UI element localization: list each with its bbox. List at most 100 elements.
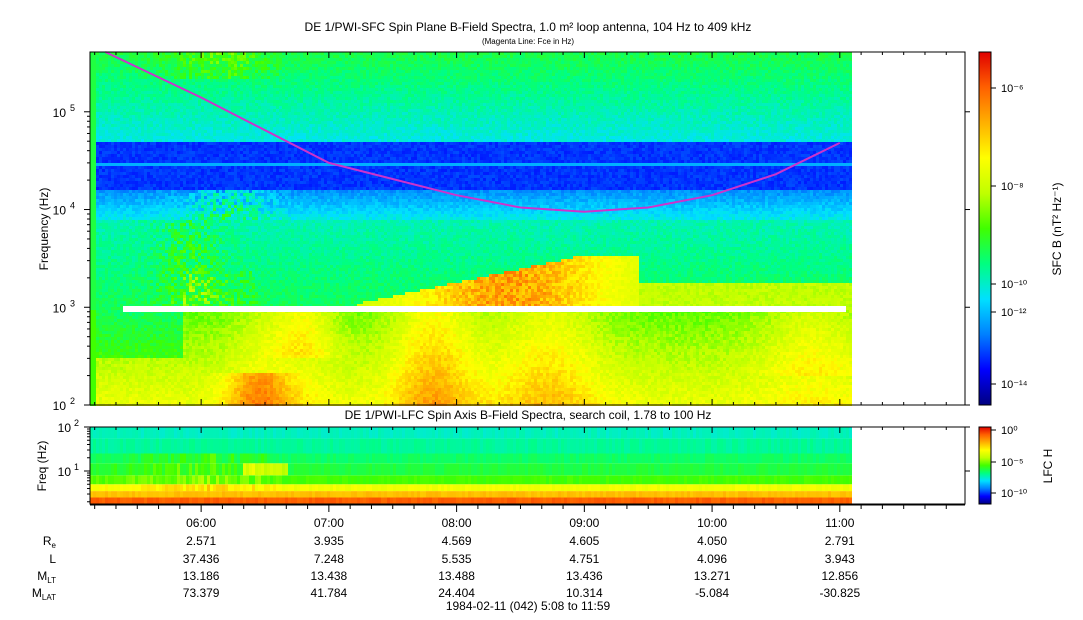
sfc-cell xyxy=(120,229,123,232)
sfc-cell xyxy=(102,136,105,139)
sfc-cell xyxy=(111,268,114,271)
sfc-cell xyxy=(108,136,111,139)
sfc-cell xyxy=(93,262,96,265)
sfc-cell xyxy=(120,133,123,136)
sfc-cell xyxy=(105,151,108,154)
sfc-cell xyxy=(117,370,120,373)
sfc-cell xyxy=(117,400,120,403)
sfc-cell xyxy=(99,301,102,304)
sfc-cell xyxy=(96,265,99,268)
sfc-cell xyxy=(126,247,129,250)
sfc-cell xyxy=(108,331,111,334)
sfc-cell xyxy=(108,85,111,88)
sfc-cell xyxy=(111,109,114,112)
sfc-cell xyxy=(108,76,111,79)
sfc-cell xyxy=(99,346,102,349)
sfc-cell xyxy=(108,310,111,313)
sfc-cell xyxy=(108,100,111,103)
sfc-cell xyxy=(111,241,114,244)
sfc-cell xyxy=(93,295,96,298)
sfc-cell xyxy=(120,163,123,166)
sfc-cell xyxy=(105,370,108,373)
sfc-cell xyxy=(102,226,105,229)
sfc-cell xyxy=(93,355,96,358)
sfc-cell xyxy=(120,217,123,220)
sfc-cell xyxy=(114,235,117,238)
sfc-cell xyxy=(105,346,108,349)
sfc-cell xyxy=(99,199,102,202)
sfc-cell xyxy=(105,190,108,193)
sfc-cell xyxy=(108,325,111,328)
sfc-cell xyxy=(108,163,111,166)
sfc-cell xyxy=(102,88,105,91)
sfc-cell xyxy=(111,118,114,121)
sfc-cell xyxy=(99,160,102,163)
sfc-cell xyxy=(99,307,102,310)
sfc-cell xyxy=(117,280,120,283)
sfc-cell xyxy=(117,166,120,169)
sfc-cell xyxy=(117,163,120,166)
sfc-cell xyxy=(123,193,126,196)
sfc-cell xyxy=(102,202,105,205)
sfc-cell xyxy=(99,355,102,358)
sfc-cell xyxy=(117,388,120,391)
sfc-cell xyxy=(108,58,111,61)
sfc-cell xyxy=(96,163,99,166)
sfc-cell xyxy=(102,196,105,199)
sfc-cell xyxy=(93,223,96,226)
sfc-cell xyxy=(99,166,102,169)
sfc-cell xyxy=(117,373,120,376)
sfc-cell xyxy=(102,148,105,151)
sfc-cell xyxy=(117,73,120,76)
sfc-cell xyxy=(93,184,96,187)
sfc-spectrogram-cells xyxy=(90,52,852,406)
sfc-cell xyxy=(111,112,114,115)
sfc-cell xyxy=(96,346,99,349)
sfc-cell xyxy=(105,331,108,334)
sfc-cell xyxy=(96,178,99,181)
sfc-cell xyxy=(114,322,117,325)
sfc-cell xyxy=(99,118,102,121)
sfc-cell xyxy=(93,253,96,256)
sfc-cell xyxy=(102,100,105,103)
sfc-cell xyxy=(126,241,129,244)
sfc-cell xyxy=(111,394,114,397)
sfc-cell xyxy=(96,76,99,79)
sfc-cell xyxy=(105,250,108,253)
sfc-cell xyxy=(120,259,123,262)
sfc-cell xyxy=(126,325,129,328)
sfc-cell xyxy=(102,328,105,331)
sfc-cell xyxy=(117,187,120,190)
sfc-cell xyxy=(123,289,126,292)
sfc-cell xyxy=(99,205,102,208)
sfc-cell xyxy=(114,247,117,250)
sfc-cell xyxy=(123,103,126,106)
sfc-cell xyxy=(123,94,126,97)
sfc-cell xyxy=(117,241,120,244)
sfc-cell xyxy=(117,328,120,331)
sfc-cell xyxy=(114,100,117,103)
sfc-cell xyxy=(120,181,123,184)
sfc-cell xyxy=(102,121,105,124)
sfc-cell xyxy=(123,139,126,142)
sfc-cell xyxy=(96,85,99,88)
sfc-cell xyxy=(99,82,102,85)
sfc-cell xyxy=(120,376,123,379)
sfc-cell xyxy=(105,271,108,274)
sfc-cell xyxy=(126,277,129,280)
sfc-cell xyxy=(105,196,108,199)
sfc-cell xyxy=(105,73,108,76)
sfc-cell xyxy=(96,322,99,325)
sfc-cell xyxy=(102,97,105,100)
sfc-cell xyxy=(102,391,105,394)
sfc-cell xyxy=(117,319,120,322)
sfc-cell xyxy=(105,202,108,205)
sfc-cell xyxy=(96,121,99,124)
sfc-cell xyxy=(120,256,123,259)
sfc-cell xyxy=(111,346,114,349)
sfc-cell xyxy=(102,292,105,295)
sfc-cell xyxy=(102,370,105,373)
sfc-cell xyxy=(114,295,117,298)
sfc-cell xyxy=(102,352,105,355)
sfc-cell xyxy=(123,169,126,172)
